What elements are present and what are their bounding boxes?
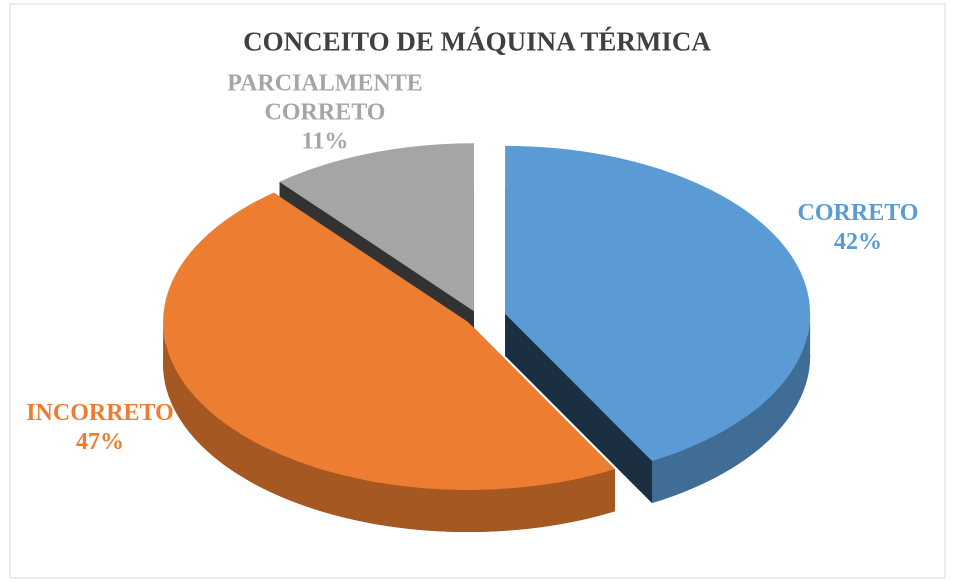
slice: [279, 143, 474, 312]
slice-label: INCORRETO 47%: [26, 399, 174, 457]
slice-side: [163, 322, 616, 533]
value-label: 42%: [833, 229, 882, 255]
slice-wall: [505, 313, 653, 504]
slice-side: [652, 313, 811, 504]
value-label: 11%: [301, 128, 349, 155]
chart-title: CONCEITO DE MÁQUINA TÉRMICA: [243, 26, 711, 57]
category-label: INCORRETO: [26, 400, 174, 426]
category-label: CORRETO: [797, 200, 919, 226]
value-label: 47%: [76, 429, 124, 455]
slice: [505, 145, 811, 462]
slice-label: PARCIALMENTE CORRETO 11%: [225, 70, 425, 157]
slice: [163, 192, 616, 491]
slice-label: CORRETO 42%: [798, 199, 919, 257]
category-label: PARCIALMENTE CORRETO: [227, 70, 423, 126]
